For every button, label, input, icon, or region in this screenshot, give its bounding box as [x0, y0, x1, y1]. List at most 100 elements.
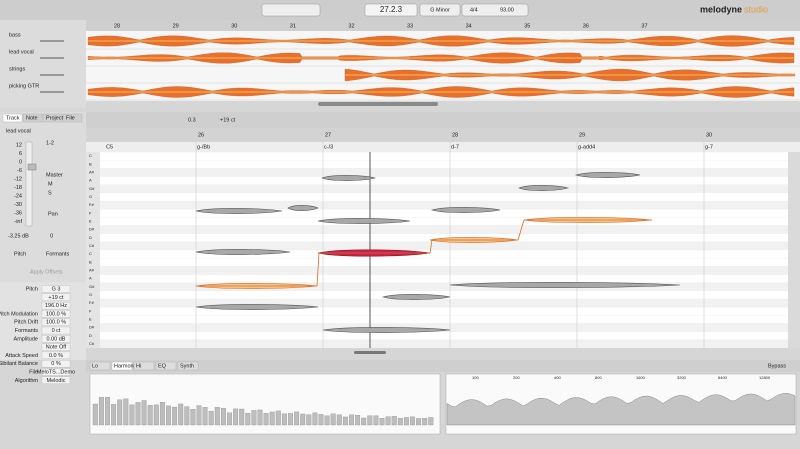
tab-label[interactable]: Harmonics [114, 363, 141, 369]
param-box[interactable] [41, 376, 71, 384]
v-scroll[interactable] [788, 152, 800, 348]
track-name[interactable]: lead vocal [9, 49, 34, 55]
track-name[interactable]: picking GTR [9, 83, 39, 89]
harmonic-bar [135, 402, 141, 426]
position-box[interactable] [364, 3, 418, 17]
pitch-label: C [89, 153, 92, 158]
meter-scale: 12 [16, 142, 22, 148]
key-box[interactable] [419, 3, 461, 17]
pitch-value: 0.3 [188, 117, 196, 123]
param-box[interactable] [41, 360, 71, 368]
solo[interactable]: S [48, 190, 52, 196]
harmonic-bar [379, 418, 385, 426]
meter-scale: 0 [19, 159, 22, 165]
pitch-label: B [89, 259, 92, 264]
mute[interactable]: M [48, 181, 53, 187]
track-headers [0, 20, 86, 108]
note[interactable] [574, 172, 641, 178]
param-box[interactable] [41, 310, 71, 318]
tab-label[interactable]: EQ [158, 363, 167, 369]
pitch-label: F# [89, 300, 94, 305]
tab-label[interactable]: Hi [136, 363, 141, 369]
tab[interactable] [155, 361, 177, 371]
note[interactable] [321, 175, 377, 181]
harmonic-bar [105, 397, 110, 426]
harmonic-bar [214, 407, 220, 426]
param-box[interactable] [41, 293, 71, 301]
note[interactable] [287, 205, 319, 211]
track-fader [40, 57, 64, 59]
note[interactable] [449, 282, 681, 288]
note[interactable] [195, 208, 283, 214]
note[interactable] [430, 207, 501, 213]
bar-label: 29 [579, 132, 585, 138]
meter-scale: -12 [14, 176, 22, 182]
param-label: Pitch [26, 286, 38, 292]
harmonic-bar [251, 410, 257, 426]
harmonic-bar [300, 413, 306, 426]
tab-label[interactable]: Lo [92, 363, 98, 369]
param-box[interactable] [41, 301, 71, 310]
chord-track [86, 142, 800, 152]
pitch-label: F [89, 308, 92, 313]
param-value: 0 ct [52, 328, 61, 334]
scrollbar[interactable] [318, 102, 438, 106]
param-value: 100.0 % [46, 320, 66, 326]
harmonic-bar [227, 412, 232, 426]
transport[interactable] [261, 3, 321, 17]
chord: c-/3 [324, 144, 333, 150]
harmonic-bar [410, 416, 415, 426]
note[interactable] [518, 185, 570, 191]
tab-label[interactable]: Project [46, 115, 64, 121]
track-fader [40, 40, 64, 42]
param-label: Amplitude [14, 336, 38, 342]
tab[interactable] [62, 113, 83, 123]
bar-label: 26 [198, 132, 204, 138]
note[interactable] [381, 294, 451, 300]
harmonic-bar [129, 404, 135, 426]
note[interactable] [317, 218, 411, 224]
tab-label[interactable]: Track [6, 115, 20, 121]
pan: 0 [50, 233, 53, 239]
tab[interactable] [42, 113, 63, 123]
harmonic-bar [239, 408, 245, 426]
note[interactable] [195, 304, 319, 310]
pitch-label: A [89, 276, 92, 281]
ruler-label: 34 [466, 23, 472, 29]
tab[interactable] [133, 361, 155, 371]
h-scroll[interactable] [354, 351, 386, 354]
track-name[interactable]: bass [9, 32, 21, 38]
param-box[interactable] [41, 351, 71, 360]
param-value: +19 ct [48, 295, 64, 301]
param-box[interactable] [41, 368, 71, 376]
tab[interactable] [22, 113, 43, 123]
ruler-label: 36 [583, 23, 589, 29]
harmonic-bar [233, 408, 239, 426]
apply-offsets[interactable]: Apply Offsets [30, 269, 63, 275]
tab[interactable] [89, 361, 111, 371]
tab[interactable] [2, 113, 23, 123]
tab-label[interactable]: Synth [180, 363, 194, 369]
pitch-ruler [86, 152, 100, 348]
param-box[interactable] [41, 335, 71, 343]
param-box[interactable] [41, 318, 71, 326]
frequency: 200 [513, 375, 520, 380]
harmonic-bar [159, 402, 165, 426]
harmonic-bar [288, 413, 293, 426]
param-box[interactable] [41, 326, 71, 335]
fader[interactable] [27, 163, 37, 171]
tempo-box[interactable] [461, 3, 529, 17]
harmonic-bar [269, 411, 275, 426]
tab-label[interactable]: File [66, 115, 75, 121]
param-box[interactable] [41, 343, 71, 351]
tab-label[interactable]: Note [26, 115, 38, 121]
track-name[interactable]: strings [9, 66, 25, 72]
param-box[interactable] [41, 285, 71, 293]
tab[interactable] [177, 361, 199, 371]
bypass[interactable]: Bypass [768, 363, 786, 369]
black-key-row [100, 168, 788, 177]
tab[interactable] [111, 361, 133, 371]
note[interactable] [322, 327, 451, 333]
note[interactable] [195, 249, 291, 255]
